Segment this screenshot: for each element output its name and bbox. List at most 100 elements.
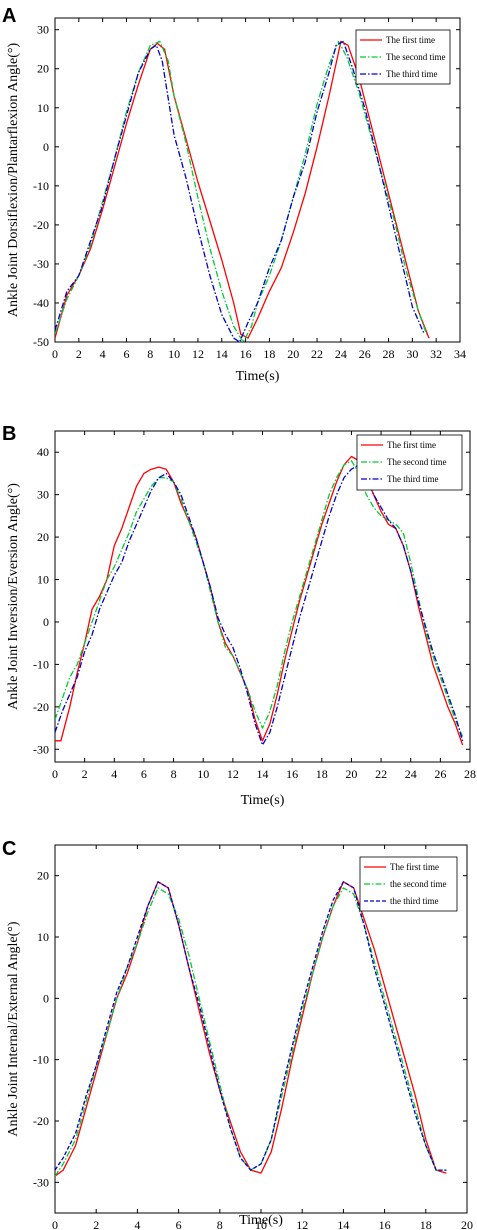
x-tick-label: 26 (434, 767, 446, 781)
series-line-3 (55, 40, 425, 342)
y-axis-title: Ankle Joint Internal/External Angle(°) (6, 921, 21, 1136)
y-tick-label: -20 (33, 1114, 49, 1128)
series-line-1 (55, 40, 430, 339)
x-tick-label: 8 (147, 347, 153, 361)
series-line-1 (55, 881, 447, 1177)
x-tick-label: 24 (335, 347, 347, 361)
y-tick-label: -20 (33, 218, 49, 232)
x-tick-label: 30 (406, 347, 418, 361)
legend: The first time the second time the third t… (359, 856, 458, 912)
x-tick-label: 18 (316, 767, 328, 781)
y-tick-label: 0 (43, 140, 49, 154)
legend-label-2: The second time (387, 457, 446, 467)
x-tick-label: 8 (171, 767, 177, 781)
x-tick-label: 16 (240, 347, 252, 361)
y-tick-label: 0 (43, 991, 49, 1005)
x-tick-label: 12 (192, 347, 204, 361)
chart-panel-b: B0 2 4 6 8 10 12 14 16 18 20 22 24 26 28-30-20-1001020… (2, 423, 476, 808)
x-tick-label: 4 (100, 347, 106, 361)
legend-label-1: The first time (390, 862, 439, 872)
y-tick-label: 0 (43, 615, 49, 629)
x-tick-label: 16 (379, 1218, 391, 1230)
x-tick-label: 32 (430, 347, 442, 361)
x-tick-label: 20 (461, 1218, 473, 1230)
series-line-1 (55, 455, 464, 746)
x-tick-label: 4 (111, 767, 117, 781)
y-tick-label: -20 (33, 700, 49, 714)
y-tick-label: 10 (37, 101, 49, 115)
y-axis-title: Ankle Joint Dorsiflexion/Plantarflexion … (6, 43, 21, 318)
series-line-3 (55, 881, 447, 1171)
x-tick-label: 14 (337, 1218, 349, 1230)
chart-panel-c: C 0 2 4 6 8 10 12 14 16 18 20 -30 -20 -10 0 10 20 Time(s) A… (2, 838, 473, 1230)
panel-letter: B (2, 423, 16, 445)
y-tick-label: 40 (37, 445, 49, 459)
x-tick-label: 20 (345, 767, 357, 781)
x-tick-label: 14 (216, 347, 228, 361)
y-tick-label: 20 (37, 869, 49, 883)
x-tick-label: 14 (257, 767, 269, 781)
y-tick-label: -40 (33, 296, 49, 310)
x-tick-label: 10 (197, 767, 209, 781)
x-axis-title: Time(s) (239, 1213, 283, 1228)
legend-label-3: The third time (386, 69, 438, 79)
x-tick-label: 2 (82, 767, 88, 781)
x-tick-label: 12 (227, 767, 239, 781)
x-tick-label: 24 (405, 767, 417, 781)
series-line-3 (55, 464, 464, 746)
legend-label-2: The second time (386, 52, 445, 62)
y-tick-label: 30 (37, 488, 49, 502)
x-tick-label: 26 (359, 347, 371, 361)
x-tick-label: 28 (383, 347, 395, 361)
series-lines (55, 40, 430, 342)
series-line-2 (55, 460, 464, 737)
x-tick-label: 22 (375, 767, 387, 781)
x-tick-label: 18 (263, 347, 275, 361)
x-tick-label: 22 (311, 347, 323, 361)
y-tick-label: 10 (37, 573, 49, 587)
y-tick-label: 10 (37, 930, 49, 944)
y-tick-label: -30 (33, 1175, 49, 1189)
chart-panel-a: A0 2 4 6 8 10 12 14 16 18 20 22 24 26 28 30 32 34-50-40-3… (2, 5, 466, 384)
x-axis-title: Time(s) (241, 793, 285, 808)
y-axis-title: Ankle Joint Inversion/Eversion Angle(°) (6, 483, 21, 710)
series-lines (55, 455, 464, 746)
x-tick-label: 0 (52, 347, 58, 361)
x-tick-label: 0 (52, 1218, 58, 1230)
x-tick-label: 8 (217, 1218, 223, 1230)
y-tick-label: -10 (33, 1053, 49, 1067)
y-tick-label: -10 (33, 657, 49, 671)
x-tick-label: 34 (454, 347, 466, 361)
legend-label-3: The third time (387, 474, 439, 484)
legend-label-1: The first time (387, 440, 436, 450)
y-tick-label: -30 (33, 742, 49, 756)
plot-frame (54, 17, 461, 343)
legend-label-3: the third time (390, 896, 439, 906)
y-tick-label: -50 (33, 335, 49, 349)
x-tick-label: 12 (296, 1218, 308, 1230)
series-line-2 (55, 887, 447, 1177)
panel-letter: C (2, 838, 16, 860)
legend-label-2: the second time (390, 879, 446, 889)
x-tick-label: 2 (93, 1218, 99, 1230)
x-axis-title: Time(s) (236, 369, 280, 384)
y-tick-label: 20 (37, 62, 49, 76)
x-tick-label: 6 (141, 767, 147, 781)
y-tick-label: 20 (37, 530, 49, 544)
y-tick-label: -30 (33, 257, 49, 271)
panel-letter: A (2, 5, 16, 27)
x-tick-label: 16 (286, 767, 298, 781)
y-tick-label: -10 (33, 179, 49, 193)
x-tick-label: 20 (287, 347, 299, 361)
x-tick-label: 6 (123, 347, 129, 361)
y-tick-label: 30 (37, 23, 49, 37)
legend: The first time The second time The third t… (355, 29, 451, 85)
x-tick-label: 0 (52, 767, 58, 781)
x-tick-label: 4 (134, 1218, 140, 1230)
series-line-2 (55, 40, 428, 342)
x-tick-label: 18 (420, 1218, 432, 1230)
legend: The first time The second time The third t… (356, 434, 463, 491)
x-tick-label: 6 (176, 1218, 182, 1230)
x-tick-label: 10 (255, 1218, 267, 1230)
x-tick-label: 28 (464, 767, 476, 781)
